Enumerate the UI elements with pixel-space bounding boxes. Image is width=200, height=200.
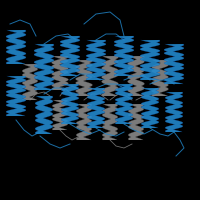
- PathPatch shape: [52, 100, 68, 130]
- PathPatch shape: [114, 36, 134, 76]
- PathPatch shape: [165, 92, 183, 132]
- PathPatch shape: [164, 44, 184, 84]
- PathPatch shape: [141, 88, 159, 128]
- PathPatch shape: [102, 104, 118, 140]
- PathPatch shape: [128, 104, 144, 140]
- PathPatch shape: [140, 40, 160, 80]
- PathPatch shape: [34, 44, 54, 90]
- PathPatch shape: [87, 88, 105, 128]
- PathPatch shape: [128, 56, 144, 96]
- PathPatch shape: [76, 104, 92, 140]
- PathPatch shape: [152, 60, 168, 96]
- PathPatch shape: [76, 60, 92, 96]
- PathPatch shape: [102, 56, 118, 96]
- PathPatch shape: [61, 84, 79, 124]
- PathPatch shape: [22, 64, 38, 100]
- PathPatch shape: [60, 36, 80, 76]
- PathPatch shape: [35, 96, 53, 134]
- PathPatch shape: [6, 30, 26, 64]
- PathPatch shape: [86, 40, 106, 80]
- PathPatch shape: [52, 56, 68, 90]
- PathPatch shape: [6, 76, 26, 116]
- PathPatch shape: [115, 84, 133, 124]
